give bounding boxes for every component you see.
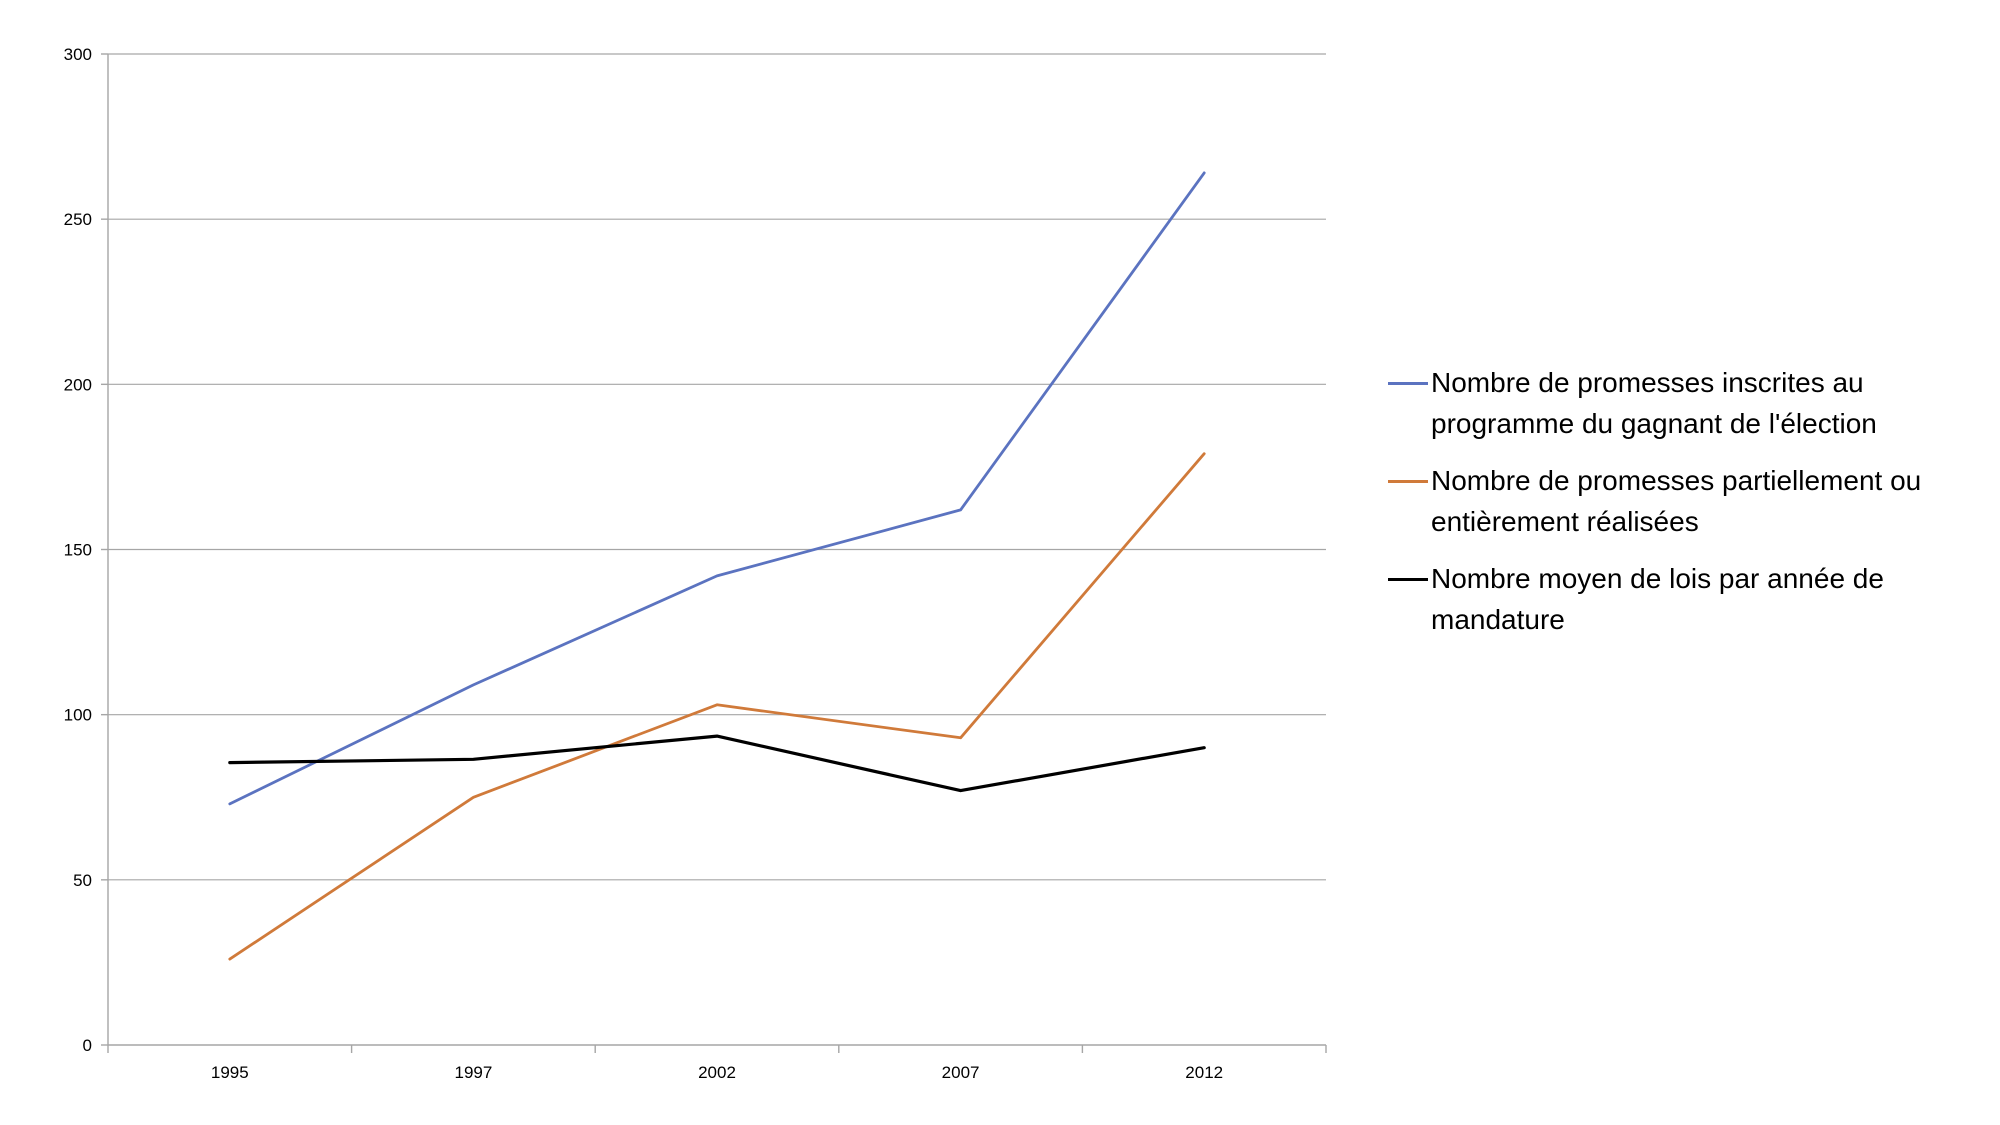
series-lines (228, 171, 1206, 961)
y-tick-label-250: 250 (64, 210, 92, 229)
x-tick-label-2002: 2002 (698, 1063, 736, 1082)
legend-item-lois-par-annee: Nombre moyen de lois par année de mandat… (1388, 558, 1988, 640)
gridlines (108, 53, 1326, 881)
legend-label-promesses-inscrites: Nombre de promesses inscrites au program… (1431, 367, 1877, 439)
legend-item-promesses-inscrites: Nombre de promesses inscrites au program… (1388, 362, 1988, 444)
y-tick-label-300: 300 (64, 45, 92, 64)
axes (101, 53, 1327, 1053)
legend-swatch-lois-par-annee (1388, 578, 1428, 581)
tick-labels: 0 50 100 150 200 250 300 1995 1997 2002 2007 2012 (64, 45, 1223, 1082)
series-line-lois-par-annee (228, 734, 1206, 793)
x-tick-label-1997: 1997 (454, 1063, 492, 1082)
y-tick-label-150: 150 (64, 541, 92, 560)
x-tick-label-2007: 2007 (942, 1063, 980, 1082)
y-tick-label-100: 100 (64, 706, 92, 725)
legend-item-promesses-realisees: Nombre de promesses partiellement ou ent… (1388, 460, 1988, 542)
x-tick-label-1995: 1995 (211, 1063, 249, 1082)
series-line-promesses-inscrites (228, 171, 1206, 806)
legend-label-lois-par-annee: Nombre moyen de lois par année de mandat… (1431, 563, 1884, 635)
y-tick-label-200: 200 (64, 375, 92, 394)
y-tick-label-0: 0 (83, 1036, 92, 1055)
legend-label-promesses-realisees: Nombre de promesses partiellement ou ent… (1431, 465, 1922, 537)
x-tick-label-2012: 2012 (1185, 1063, 1223, 1082)
legend-swatch-promesses-realisees (1388, 480, 1428, 483)
y-tick-label-50: 50 (73, 871, 92, 890)
series-line-promesses-realisees (228, 452, 1206, 961)
legend: Nombre de promesses inscrites au program… (1388, 362, 1988, 656)
legend-swatch-promesses-inscrites (1388, 382, 1428, 385)
